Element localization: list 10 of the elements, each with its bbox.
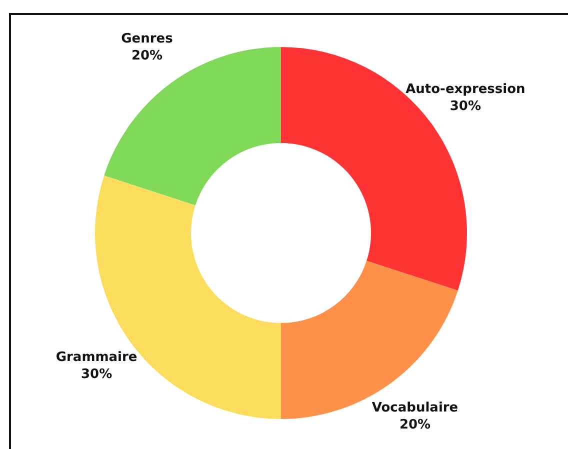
slice-label: Vocabulaire [372,400,458,416]
donut-slice [281,260,458,419]
data-label: 20% [131,48,163,64]
slice-label: Auto-expression [406,82,526,97]
slice-label: Grammaire [56,350,138,366]
data-label: 30% [450,98,482,114]
slice-label: Genres [121,32,174,47]
data-label: 30% [80,367,112,382]
data-label: 20% [399,417,431,432]
donut-slice [104,47,281,206]
